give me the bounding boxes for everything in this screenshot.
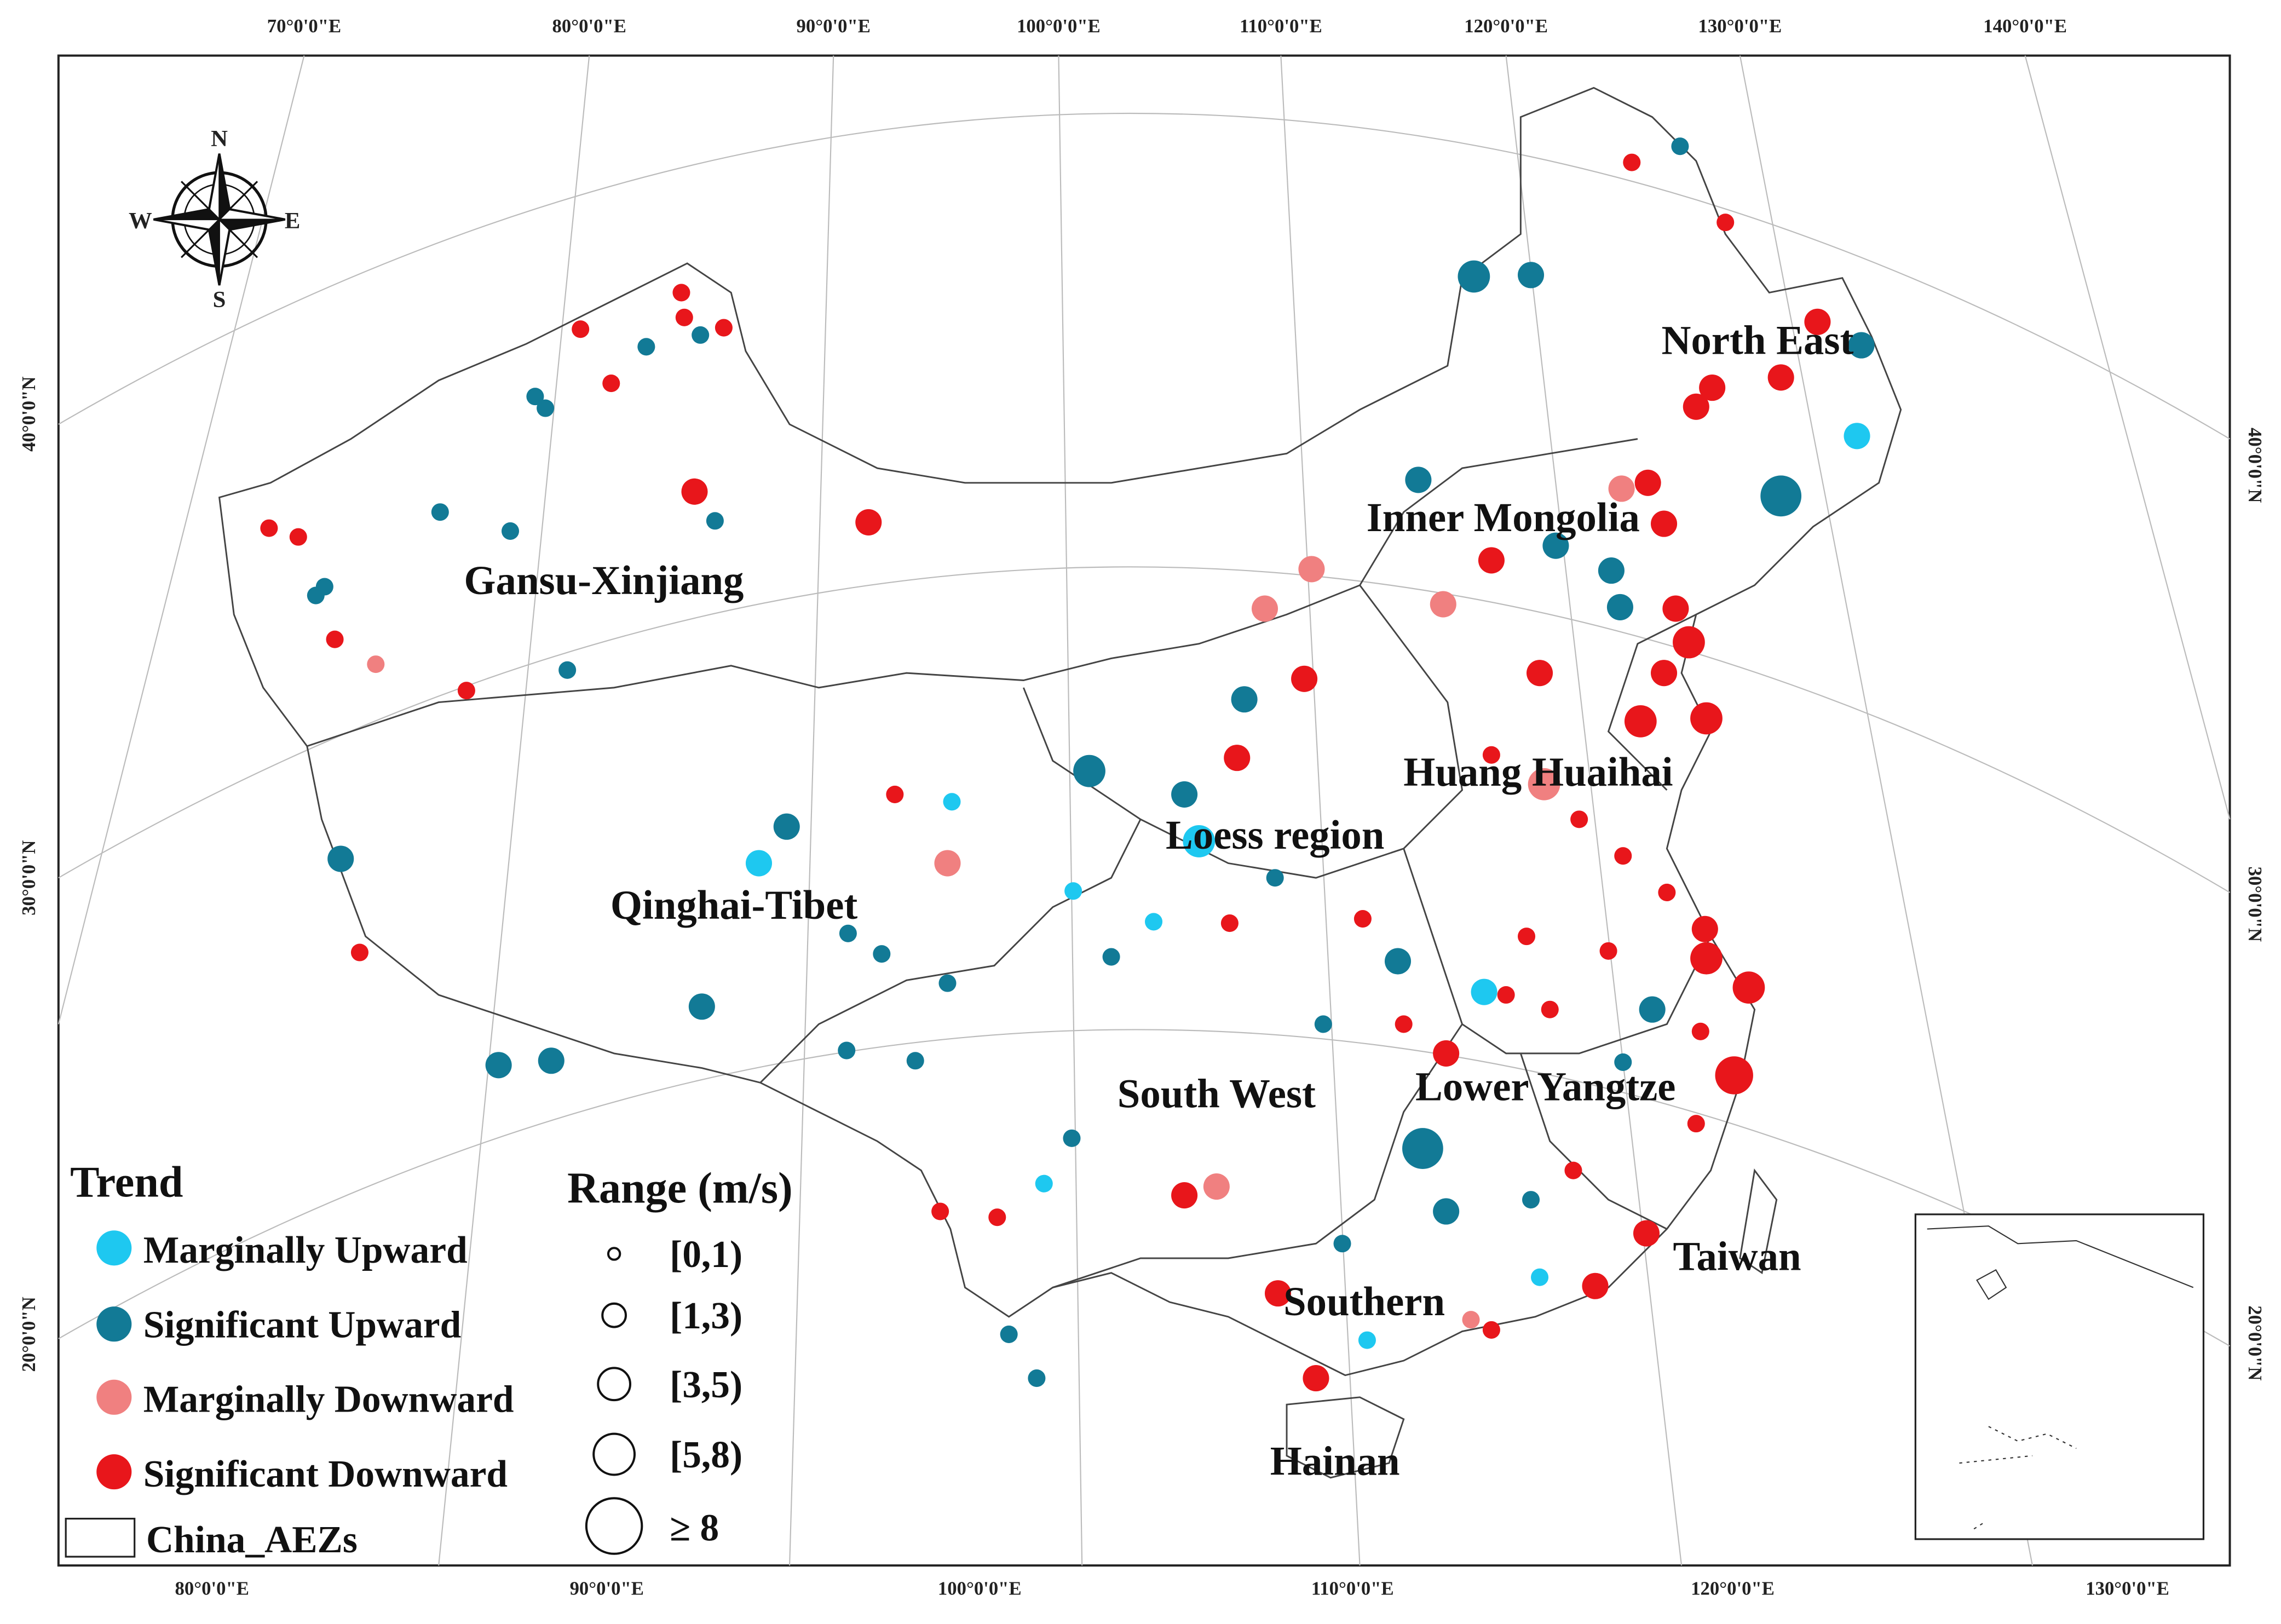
bottom-axis-label: 90°0'0"E: [570, 1578, 644, 1599]
compass-rose: [153, 153, 286, 286]
region-label: Gansu-Xinjiang: [464, 558, 744, 603]
region-label: South West: [1118, 1072, 1316, 1117]
legend-title: Trend: [70, 1159, 183, 1207]
region-label: Huang Huaihai: [1403, 750, 1673, 795]
legend: [65, 1230, 643, 1558]
map-frame: [57, 54, 2231, 1567]
legend-item: Marginally Downward: [143, 1379, 514, 1421]
region-label: North East: [1661, 318, 1853, 364]
compass-letter: W: [129, 208, 152, 234]
top-axis-label: 110°0'0"E: [1240, 15, 1322, 37]
compass-letter: N: [211, 126, 228, 152]
region-label: Qinghai-Tibet: [610, 883, 858, 928]
region-label: Inner Mongolia: [1367, 495, 1640, 540]
compass-letter: E: [285, 208, 301, 234]
legend-item: Significant Downward: [143, 1453, 508, 1495]
region-label: Hainan: [1270, 1438, 1400, 1484]
legend-item: ≥ 8: [670, 1507, 719, 1550]
top-axis-label: 80°0'0"E: [552, 15, 626, 37]
top-axis-label: 100°0'0"E: [1017, 15, 1101, 37]
bottom-axis-label: 130°0'0"E: [2086, 1578, 2169, 1599]
legend-item: [5,8): [670, 1434, 742, 1476]
left-axis-label: 40°0'0"N: [18, 377, 39, 452]
legend-item: Marginally Upward: [143, 1229, 468, 1271]
legend-item: Significant Upward: [143, 1304, 462, 1346]
bottom-axis-label: 120°0'0"E: [1691, 1578, 1775, 1599]
stations: [260, 137, 1875, 1392]
legend-item: [1,3): [670, 1295, 742, 1337]
region-label: Taiwan: [1673, 1234, 1801, 1279]
bottom-axis-label: 80°0'0"E: [175, 1578, 249, 1599]
right-axis-label: 40°0'0"N: [2244, 428, 2266, 503]
legend-item: [3,5): [670, 1364, 742, 1406]
legend-item: [0,1): [670, 1234, 742, 1276]
top-axis-label: 120°0'0"E: [1464, 15, 1548, 37]
top-axis-label: 90°0'0"E: [797, 15, 871, 37]
top-axis-label: 70°0'0"E: [267, 15, 341, 37]
compass-letter: S: [213, 287, 226, 313]
right-axis-label: 30°0'0"N: [2244, 867, 2266, 942]
region-label: Southern: [1283, 1279, 1445, 1324]
region-label: Loess region: [1166, 813, 1384, 858]
inset-map: [1914, 1213, 2205, 1540]
left-axis-label: 30°0'0"N: [18, 840, 39, 915]
top-axis-label: 130°0'0"E: [1698, 15, 1782, 37]
left-axis-label: 20°0'0"N: [18, 1297, 39, 1372]
bottom-axis-label: 110°0'0"E: [1311, 1578, 1394, 1599]
bottom-axis-label: 100°0'0"E: [938, 1578, 1022, 1599]
region-label: Lower Yangtze: [1415, 1064, 1675, 1109]
right-axis-label: 20°0'0"N: [2244, 1305, 2266, 1380]
top-axis-label: 140°0'0"E: [1983, 15, 2067, 37]
legend-title: Range (m/s): [567, 1164, 793, 1212]
graticule: [57, 55, 2231, 1566]
legend-item: China_AEZs: [146, 1519, 358, 1561]
